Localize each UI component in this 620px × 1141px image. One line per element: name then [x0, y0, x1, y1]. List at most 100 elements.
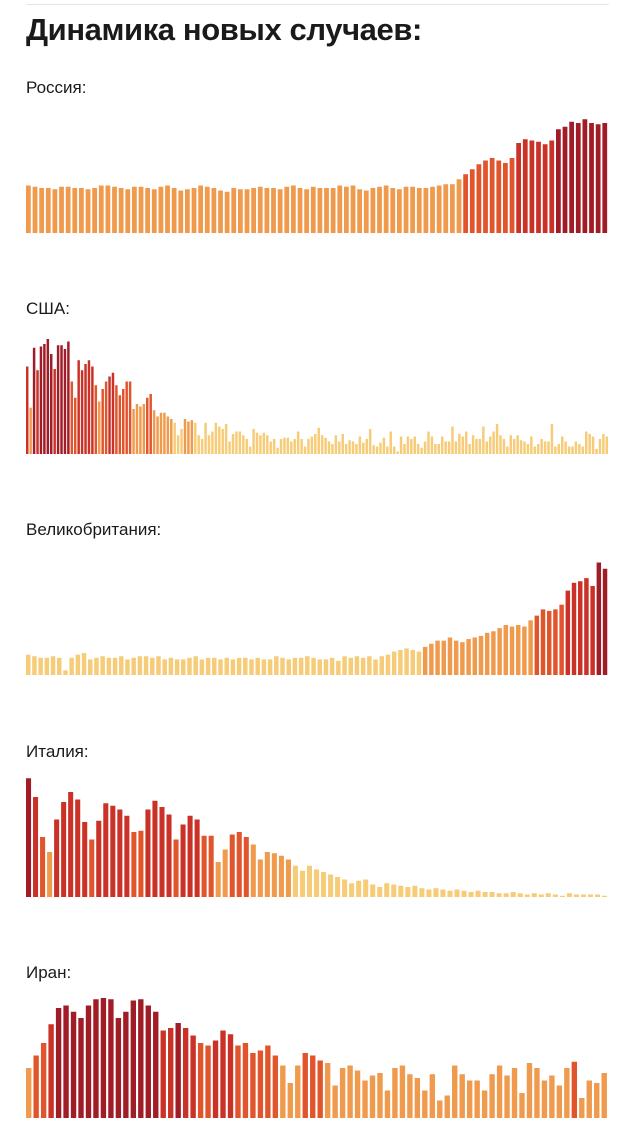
- bar: [131, 832, 137, 897]
- bar: [367, 656, 372, 675]
- bar: [420, 447, 423, 454]
- bar: [257, 859, 263, 897]
- bar: [197, 435, 200, 454]
- bar: [59, 186, 64, 233]
- bar: [306, 865, 313, 897]
- bar: [429, 1074, 435, 1118]
- bar: [40, 1043, 47, 1118]
- bar: [299, 870, 305, 897]
- bar: [110, 805, 116, 897]
- country-label-uk: Великобритания:: [26, 520, 162, 539]
- bar: [386, 446, 389, 454]
- bar: [257, 186, 263, 233]
- bar: [515, 625, 521, 675]
- bar: [85, 1005, 92, 1118]
- bar: [542, 144, 548, 233]
- bar: [375, 446, 379, 454]
- bar: [310, 436, 314, 454]
- bar: [131, 657, 136, 675]
- bar: [280, 657, 285, 675]
- bar: [207, 435, 211, 454]
- bar: [406, 436, 410, 454]
- bar: [444, 1095, 450, 1118]
- bar: [280, 1065, 286, 1118]
- bar: [546, 610, 552, 675]
- bar: [403, 444, 406, 454]
- bar: [573, 894, 579, 897]
- bar: [163, 412, 166, 454]
- bar: [323, 659, 329, 675]
- bar: [336, 660, 341, 675]
- bar: [549, 1075, 555, 1118]
- bar: [96, 820, 102, 897]
- bar: [382, 437, 386, 454]
- bar: [204, 422, 207, 454]
- bar: [286, 437, 290, 454]
- bar: [399, 1065, 406, 1118]
- bar: [469, 169, 475, 233]
- bar: [372, 445, 375, 454]
- bar: [205, 1045, 211, 1118]
- bar: [464, 431, 468, 454]
- bar: [373, 659, 378, 675]
- bar: [324, 188, 329, 233]
- bar: [70, 1011, 77, 1118]
- bar: [135, 404, 139, 454]
- bar: [511, 1068, 518, 1118]
- bar: [36, 370, 39, 454]
- chart-usa: [26, 329, 609, 454]
- bar: [84, 364, 87, 454]
- bar: [255, 657, 260, 675]
- bar: [362, 442, 365, 454]
- bar: [392, 1068, 398, 1118]
- bar: [100, 998, 107, 1118]
- bar: [536, 141, 541, 233]
- bar: [536, 444, 540, 454]
- bar: [348, 440, 351, 454]
- bar: [594, 894, 601, 897]
- top-divider: [26, 4, 609, 5]
- bar: [235, 431, 238, 454]
- bar: [422, 1090, 428, 1118]
- bar: [526, 444, 530, 454]
- bar: [138, 999, 144, 1118]
- bar: [495, 424, 499, 454]
- bar: [509, 158, 515, 233]
- bar: [522, 626, 527, 675]
- bar: [344, 444, 348, 454]
- bar: [350, 185, 356, 233]
- bar: [277, 189, 283, 233]
- bar: [594, 1083, 600, 1118]
- bar: [451, 426, 454, 454]
- bar: [53, 369, 56, 454]
- bar: [63, 349, 67, 454]
- bar: [519, 1093, 525, 1118]
- bar: [571, 446, 574, 454]
- bar: [218, 190, 223, 233]
- bar: [435, 640, 440, 675]
- bar: [410, 186, 416, 233]
- bar: [602, 434, 605, 454]
- bar: [461, 890, 467, 897]
- bar: [571, 582, 577, 675]
- bar: [224, 424, 228, 454]
- bar: [489, 158, 495, 233]
- bar: [475, 890, 481, 897]
- bar: [496, 160, 502, 233]
- bar: [416, 188, 422, 233]
- bar: [589, 123, 594, 233]
- bar: [180, 824, 186, 897]
- bar: [348, 657, 353, 675]
- bar: [379, 442, 382, 454]
- bar: [341, 434, 344, 454]
- bar: [523, 441, 526, 454]
- bar: [389, 431, 392, 454]
- bar: [112, 657, 118, 675]
- bar: [183, 419, 187, 454]
- bar: [492, 431, 495, 454]
- bar: [194, 819, 200, 897]
- bar: [145, 809, 151, 897]
- bar: [106, 657, 112, 675]
- bar: [208, 835, 214, 897]
- bars-iran: [26, 998, 607, 1118]
